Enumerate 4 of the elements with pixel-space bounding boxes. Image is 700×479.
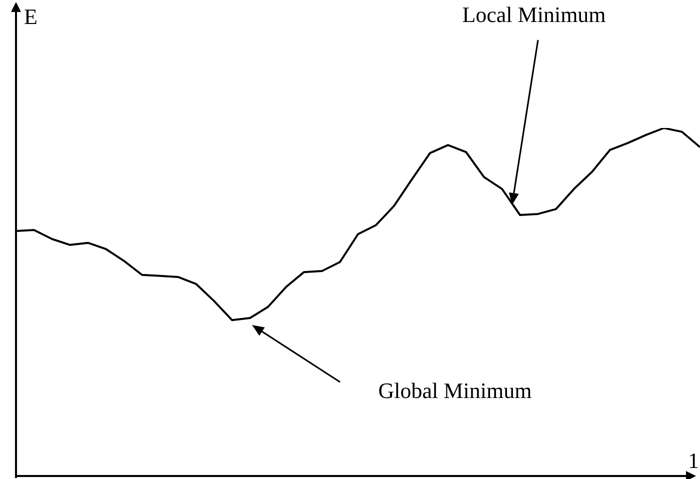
x-axis-title: 1	[688, 448, 699, 473]
annotation: Global Minimum	[378, 378, 532, 403]
y-axis-title: E	[24, 4, 38, 29]
text: Local Minimum	[462, 2, 606, 27]
